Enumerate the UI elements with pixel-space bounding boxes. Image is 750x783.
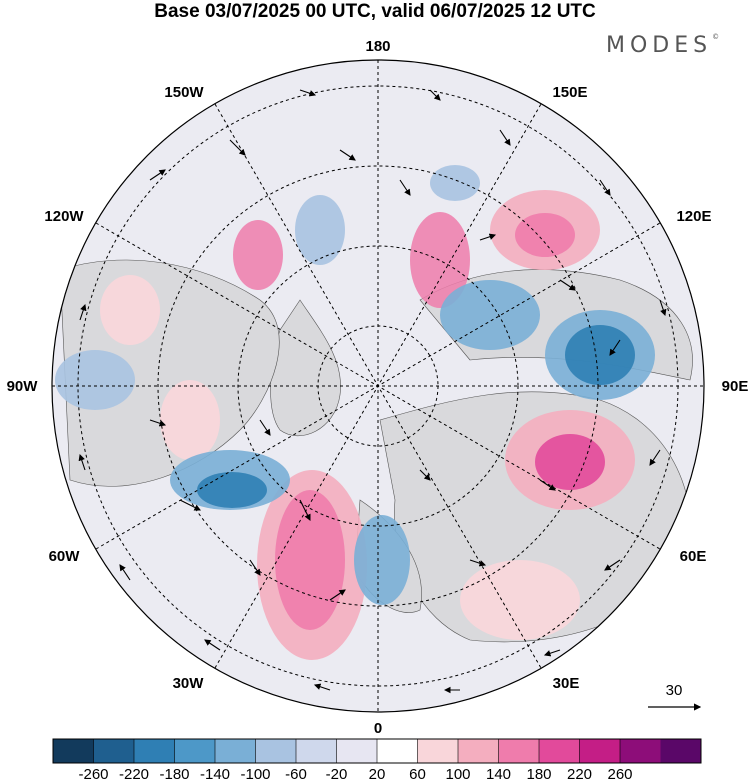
colorbar-box xyxy=(174,739,216,763)
colorbar-tick-label: 180 xyxy=(526,766,551,783)
negative-anomaly-bering xyxy=(430,165,480,201)
colorbar-box xyxy=(215,739,256,763)
wind-vectors xyxy=(78,89,667,694)
negative-anomaly-russia-core xyxy=(565,325,635,385)
colorbar-tick-label: 100 xyxy=(445,766,470,783)
colorbar-tick-label: -180 xyxy=(159,766,189,783)
negative-anomaly-beaufort xyxy=(295,195,345,265)
colorbar-box xyxy=(134,739,175,763)
positive-anomaly-atlantic-core xyxy=(275,490,345,630)
colorbar-tick-label: -20 xyxy=(326,766,348,783)
colorbar-box xyxy=(255,739,297,763)
positive-anomaly-canada xyxy=(100,275,160,345)
brand-text: MODES xyxy=(606,33,713,58)
brand-mark: © xyxy=(712,33,720,41)
colorbar-box xyxy=(93,739,135,763)
colorbar-box xyxy=(579,739,621,763)
lon-label-30w: 30W xyxy=(173,675,205,692)
positive-anomaly-europe xyxy=(460,560,580,640)
modes-logo: MODES© xyxy=(606,33,719,58)
colorbar-tick-label: 140 xyxy=(486,766,511,783)
colorbar-tick-label: 260 xyxy=(607,766,632,783)
colorbar-box xyxy=(377,739,418,763)
positive-anomaly-asia-core xyxy=(535,434,605,490)
colorbar-box xyxy=(498,739,540,763)
positive-anomaly-siberia xyxy=(410,212,470,308)
lon-label-60e: 60E xyxy=(680,548,707,565)
lon-label-180: 180 xyxy=(365,38,390,55)
colorbar-box xyxy=(417,739,459,763)
colorbar-ticks: -260 -220 -180 -140 -100 -60 -20 20 60 100 140 180 2… xyxy=(78,739,633,783)
negative-anomaly-europe xyxy=(354,515,410,605)
positive-anomaly-alaska xyxy=(233,220,283,290)
colorbar-tick-label: -100 xyxy=(240,766,270,783)
colorbar-box xyxy=(539,739,580,763)
colorbar-box xyxy=(620,739,661,763)
wind-reference: 30 xyxy=(648,682,702,711)
lon-label-120w: 120W xyxy=(44,208,84,225)
lon-label-150w: 150W xyxy=(164,84,204,101)
colorbar-boxes xyxy=(53,739,702,763)
colorbar-box xyxy=(336,739,378,763)
colorbar-tick-label: 60 xyxy=(409,766,426,783)
lon-label-90e: 90E xyxy=(722,378,749,395)
positive-anomaly-gulf xyxy=(160,380,220,460)
colorbar-tick-label: -220 xyxy=(119,766,149,783)
colorbar-box xyxy=(660,739,702,763)
negative-anomaly-arctic xyxy=(440,280,540,350)
lon-label-0: 0 xyxy=(374,720,382,737)
lon-label-150e: 150E xyxy=(552,84,587,101)
lon-label-60w: 60W xyxy=(49,548,81,565)
colorbar: -260 -220 -180 -140 -100 -60 -20 20 60 100 140 180 2… xyxy=(52,738,702,783)
longitude-labels: 180 150E 120E 90E 60E 30E 0 30W 60W 90W … xyxy=(7,38,749,737)
colorbar-tick-label: 220 xyxy=(567,766,592,783)
colorbar-box xyxy=(296,739,337,763)
colorbar-tick-label: 20 xyxy=(369,766,386,783)
colorbar-tick-label: -260 xyxy=(78,766,108,783)
graticule xyxy=(52,60,704,712)
wind-reference-label: 30 xyxy=(666,682,683,699)
colorbar-box xyxy=(53,739,94,763)
colorbar-tick-label: -60 xyxy=(285,766,307,783)
positive-anomaly-pacific-core xyxy=(515,213,575,257)
map-boundary xyxy=(51,59,705,713)
colorbar-box xyxy=(458,739,499,763)
height-anomaly-field xyxy=(55,165,655,660)
colorbar-tick-label: -140 xyxy=(200,766,230,783)
lon-label-120e: 120E xyxy=(676,208,711,225)
negative-anomaly-hudson xyxy=(55,350,135,410)
negative-anomaly-labrador-core xyxy=(197,472,267,508)
lon-label-90w: 90W xyxy=(7,378,39,395)
map-title: Base 03/07/2025 00 UTC, valid 06/07/2025… xyxy=(154,1,596,22)
lon-label-30e: 30E xyxy=(553,675,580,692)
polar-map-disk xyxy=(52,60,704,712)
